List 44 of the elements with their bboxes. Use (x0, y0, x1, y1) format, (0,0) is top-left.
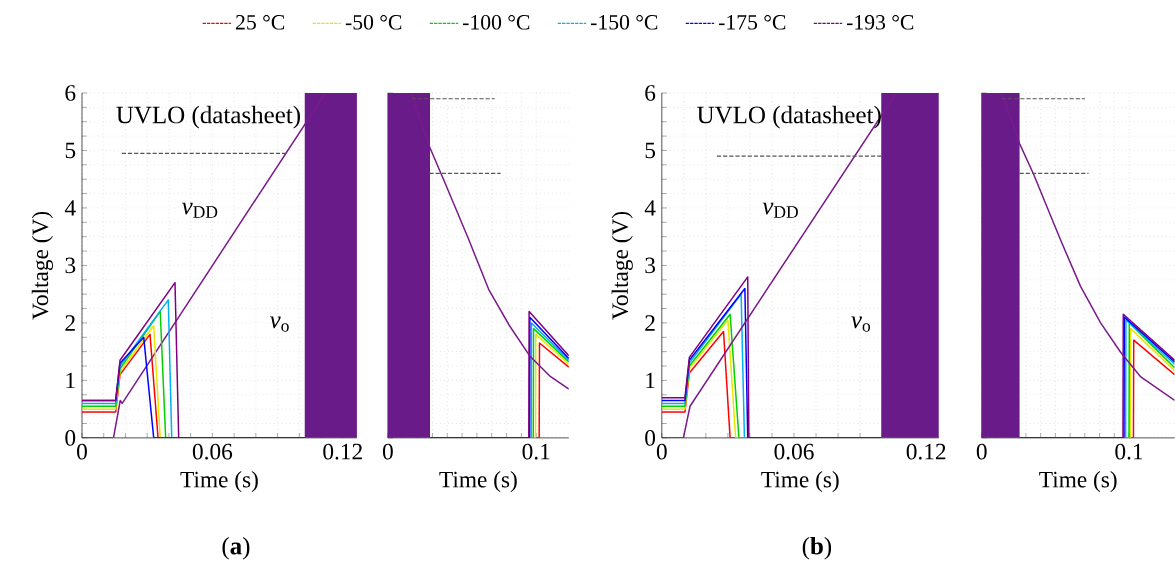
y-tick-label: 0 (65, 430, 76, 446)
y-tick-label: 6 (65, 85, 76, 101)
y-tick-label: 3 (645, 257, 656, 274)
legend-label: -175 °C (719, 15, 786, 30)
legend-label: -50 °C (345, 15, 402, 30)
y-axis-title: Voltage (V) (611, 212, 633, 320)
x-tick-label: 0.06 (774, 443, 814, 460)
y-tick-label: 1 (66, 372, 75, 389)
legend-label: -100 °C (463, 15, 530, 30)
x-tick-label: 0 (976, 443, 987, 460)
annotation: v$_{o}$ (851, 316, 871, 332)
x-tick-label: 0.12 (323, 443, 362, 460)
annotation: UVLO (datasheet) (116, 105, 300, 129)
y-tick-label: 5 (65, 142, 76, 159)
y-tick-label: 3 (65, 257, 76, 274)
x-axis-title: Time (s) (439, 471, 517, 493)
y-tick-label: 6 (645, 85, 656, 101)
y-tick-label: 4 (644, 200, 656, 216)
annotation: v$_{o}$ (269, 316, 289, 332)
text: (b) (802, 537, 832, 560)
x-tick-label: 0 (382, 443, 393, 460)
x-axis-title: Time (s) (180, 471, 258, 493)
y-tick-label: 4 (64, 200, 76, 216)
y-tick-label: 1 (646, 372, 655, 389)
legend-label: 25 °C (236, 15, 285, 30)
legend-label: -193 °C (847, 15, 914, 30)
y-axis-title: Voltage (V) (31, 212, 54, 320)
annotation: v$_{DD}$ (762, 202, 798, 218)
y-tick-label: 0 (645, 430, 656, 446)
y-tick-label: 2 (645, 315, 655, 331)
x-tick-label: 0.06 (192, 443, 233, 460)
x-tick-label: 0.12 (906, 443, 946, 460)
legend-label: -150 °C (591, 15, 658, 30)
x-tick-label: 0.1 (1115, 443, 1143, 460)
x-tick-label: 0 (77, 443, 87, 460)
x-tick-label: 0 (656, 443, 667, 460)
annotation: UVLO (datasheet) (697, 105, 881, 129)
x-axis-title: Time (s) (1039, 471, 1117, 493)
y-tick-label: 2 (65, 315, 75, 331)
x-axis-title: Time (s) (761, 471, 839, 493)
x-tick-label: 0.1 (522, 443, 550, 460)
y-tick-label: 5 (645, 142, 656, 159)
annotation: v$_{DD}$ (181, 202, 218, 218)
text: (a) (222, 537, 250, 560)
